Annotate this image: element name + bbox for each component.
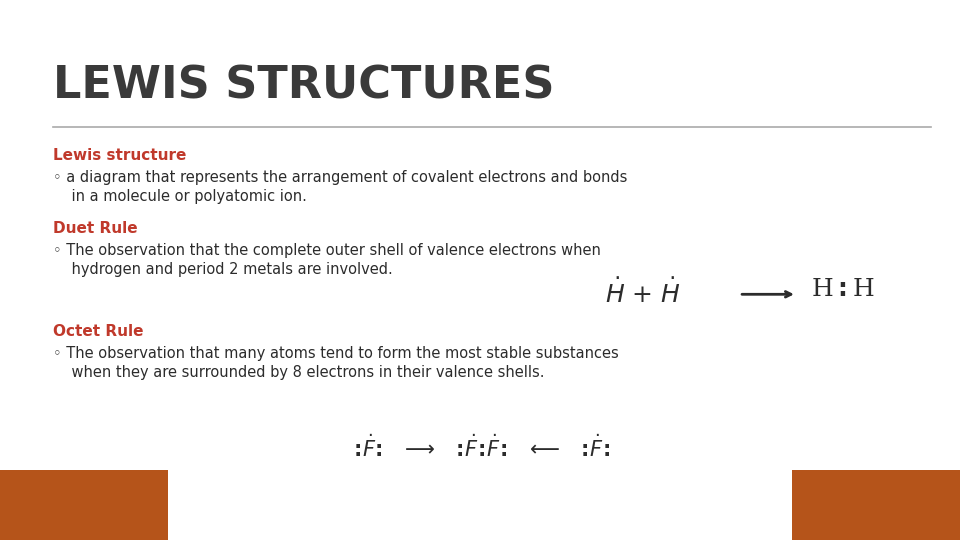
Text: LEWIS STRUCTURES: LEWIS STRUCTURES: [53, 65, 554, 108]
Bar: [792, 470, 960, 540]
Text: ◦ The observation that the complete outer shell of valence electrons when: ◦ The observation that the complete oute…: [53, 243, 601, 258]
Text: H$\mathbf{:}$H: H$\mathbf{:}$H: [811, 278, 876, 301]
Text: $\dot{H}$ + $\dot{H}$: $\dot{H}$ + $\dot{H}$: [605, 278, 681, 308]
Text: when they are surrounded by 8 electrons in their valence shells.: when they are surrounded by 8 electrons …: [53, 364, 544, 380]
Text: Octet Rule: Octet Rule: [53, 324, 143, 339]
Text: $\mathbf{:}\!\dot{F}\!\mathbf{:}$  $\longrightarrow$  $\mathbf{:}\!\dot{F}\!\mat: $\mathbf{:}\!\dot{F}\!\mathbf{:}$ $\long…: [349, 435, 611, 462]
Bar: [0, 470, 168, 540]
Text: ◦ The observation that many atoms tend to form the most stable substances: ◦ The observation that many atoms tend t…: [53, 346, 618, 361]
Text: Lewis structure: Lewis structure: [53, 148, 186, 164]
Text: ◦ a diagram that represents the arrangement of covalent electrons and bonds: ◦ a diagram that represents the arrangem…: [53, 170, 627, 185]
Text: in a molecule or polyatomic ion.: in a molecule or polyatomic ion.: [53, 189, 306, 204]
Text: Duet Rule: Duet Rule: [53, 221, 137, 237]
Text: hydrogen and period 2 metals are involved.: hydrogen and period 2 metals are involve…: [53, 262, 393, 277]
